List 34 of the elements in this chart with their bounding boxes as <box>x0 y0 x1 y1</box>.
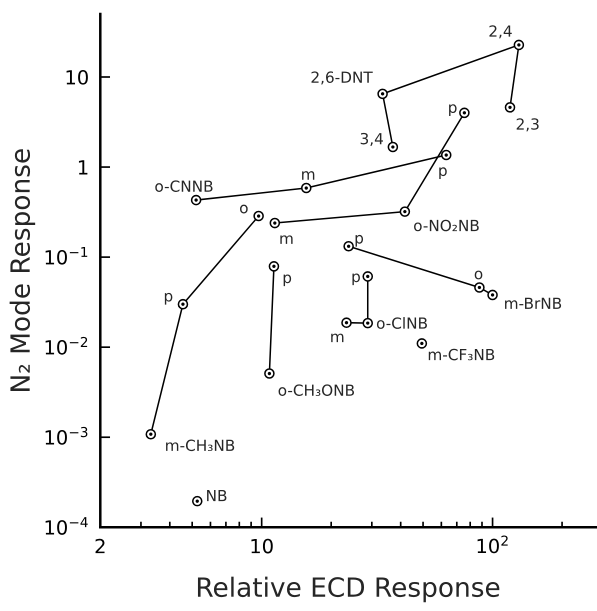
annotation: 2,3 <box>516 118 539 132</box>
annotation: o-ClNB <box>376 317 427 329</box>
annotation: p <box>356 234 364 247</box>
annotation: m-CF₃NB <box>428 348 494 360</box>
annotation: o-CH₃ONB <box>278 384 354 396</box>
y-tick-label: 10$^{−1}$ <box>46 247 88 265</box>
annotation: m <box>280 235 293 244</box>
annotation: o <box>240 204 248 214</box>
y-tick-label: 10$^{−2}$ <box>46 336 88 355</box>
annotation: p <box>439 167 447 180</box>
y-tick-label: 10 <box>66 70 88 85</box>
y-axis-title: N₂ Mode Response <box>10 149 36 391</box>
annotation: m-CH₃NB <box>166 440 234 452</box>
annotation: o <box>474 270 482 280</box>
y-tick-label: 10$^{−3}$ <box>46 426 88 445</box>
annotation: NB <box>207 490 226 502</box>
annotation: 2,4 <box>489 25 512 38</box>
annotation: p <box>164 292 172 305</box>
x-tick-label: 2 <box>96 538 105 554</box>
annotation: p <box>449 104 457 116</box>
annotation: o-CNNB <box>155 180 213 192</box>
annotation: p <box>352 273 360 286</box>
annotation: p <box>284 274 292 286</box>
annotation: 2,6-DNT <box>312 71 373 85</box>
y-tick-label: 10$^{−4}$ <box>46 517 88 535</box>
y-tick-label: 1 <box>78 160 88 174</box>
annotation: m <box>331 334 344 342</box>
x-axis-title: Relative ECD Response <box>198 576 500 602</box>
annotation: m-BrNB <box>505 298 562 309</box>
x-tick-label: 10 <box>251 538 273 554</box>
annotation: m <box>302 171 314 180</box>
annotation: 3,4 <box>360 132 383 146</box>
annotation: o-NO₂NB <box>414 220 479 232</box>
x-tick-label: 10$^{2}$ <box>478 535 508 554</box>
